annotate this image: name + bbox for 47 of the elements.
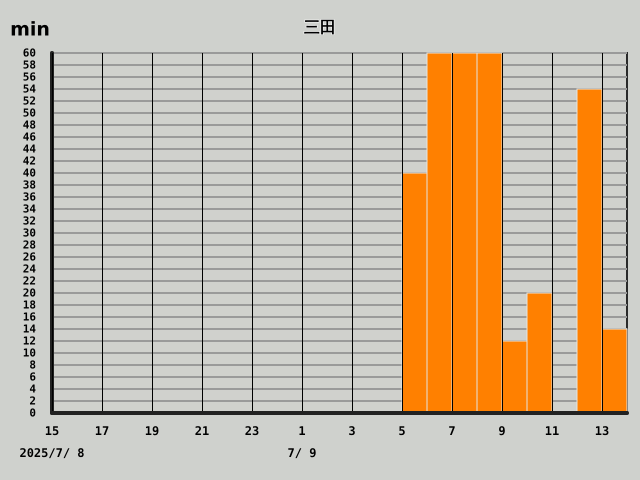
y-tick-label: 30	[22, 226, 36, 240]
y-tick-label: 34	[22, 202, 36, 216]
y-tick-label: 18	[22, 298, 36, 312]
y-tick-label: 60	[22, 46, 36, 60]
y-tick-label: 50	[22, 106, 36, 120]
x-tick-label: 19	[144, 424, 160, 438]
y-tick-label: 16	[22, 310, 36, 324]
x-tick-label: 1	[298, 424, 306, 438]
y-tick-label: 10	[22, 346, 36, 360]
x-tick-label: 15	[44, 424, 60, 438]
y-tick-label: 44	[22, 142, 36, 156]
text: 2025/7/ 8	[19, 446, 85, 460]
y-tick-label: 14	[22, 322, 36, 336]
y-tick-label: 28	[22, 238, 36, 252]
x-tick-label: 9	[498, 424, 506, 438]
y-tick-label: 38	[22, 178, 36, 192]
y-tick-label: 12	[22, 334, 36, 348]
chart-title: 三田	[304, 18, 336, 36]
y-tick-label: 26	[22, 250, 36, 264]
y-axis-title: min	[10, 18, 50, 40]
text: 7/ 9	[288, 446, 316, 460]
y-tick-label: 2	[29, 394, 36, 408]
y-tick-label: 56	[22, 70, 36, 84]
x-tick-label: 11	[544, 424, 560, 438]
y-tick-label: 4	[29, 382, 36, 396]
x-tick-label: 13	[594, 424, 610, 438]
y-tick-label: 48	[22, 118, 36, 132]
y-tick-label: 24	[22, 262, 36, 276]
x-tick-label: 21	[194, 424, 210, 438]
y-tick-label: 58	[22, 58, 36, 72]
y-tick-label: 36	[22, 190, 36, 204]
x-tick-label: 3	[348, 424, 356, 438]
y-tick-label: 40	[22, 166, 36, 180]
y-tick-label: 20	[22, 286, 36, 300]
y-tick-label: 8	[29, 358, 36, 372]
y-tick-label: 54	[22, 82, 36, 96]
x-tick-label: 7	[448, 424, 456, 438]
x-tick-label: 23	[244, 424, 260, 438]
y-tick-label: 0	[29, 406, 36, 420]
y-tick-label: 32	[22, 214, 36, 228]
y-tick-label: 42	[22, 154, 36, 168]
x-tick-label: 17	[94, 424, 110, 438]
x-tick-label: 5	[398, 424, 406, 438]
y-tick-label: 46	[22, 130, 36, 144]
y-tick-label: 52	[22, 94, 36, 108]
y-tick-label: 6	[29, 370, 36, 384]
y-tick-label: 22	[22, 274, 36, 288]
